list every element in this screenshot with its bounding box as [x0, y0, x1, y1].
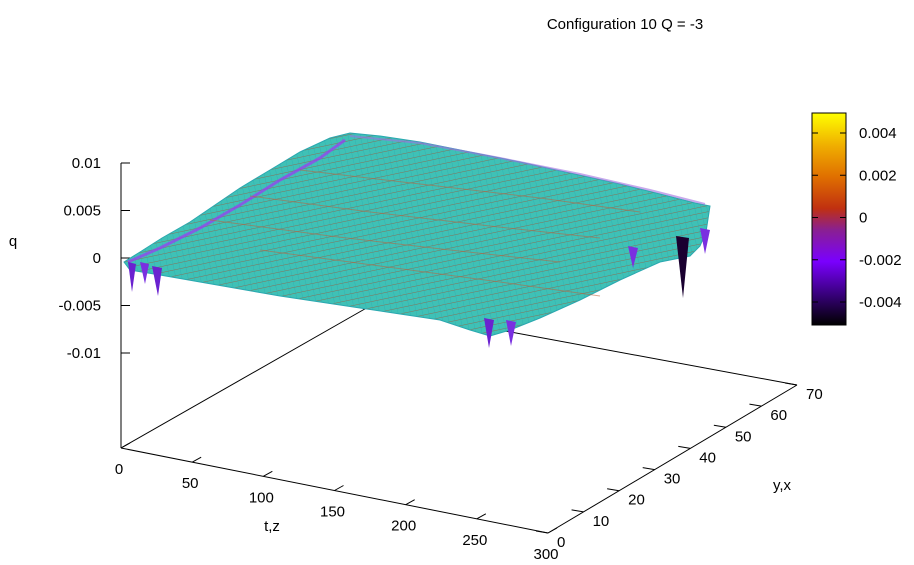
y-tick-label: 50 — [735, 428, 752, 445]
z-tick-label: -0.005 — [58, 298, 101, 315]
x-axis-label: t,z — [264, 518, 280, 535]
x-tick-mark — [547, 527, 558, 534]
y-tick-mark — [678, 445, 691, 449]
y-tick-label: 0 — [557, 534, 565, 551]
surface-ridge-back — [349, 135, 706, 205]
surface-dip-right-1 — [628, 246, 638, 268]
y-axis-label: y,x — [773, 477, 792, 494]
x-tick-label: 50 — [182, 475, 199, 492]
y-tick-mark — [571, 509, 584, 513]
y-tick-label: 40 — [699, 449, 716, 466]
x-tick-label: 200 — [391, 518, 416, 535]
surface-ridge-left — [127, 138, 346, 264]
z-tick-label: 0.01 — [72, 155, 101, 172]
surface-dip-right-3 — [700, 228, 710, 254]
y-tick-mark — [784, 382, 798, 386]
y-tick-label: 70 — [806, 386, 823, 403]
x-tick-mark — [405, 499, 415, 506]
surface-body — [123, 132, 711, 337]
colorbar-tick-label: 0.004 — [859, 125, 897, 142]
z-axis-label: q — [9, 233, 17, 250]
colorbar-ticks: 0.004 0.002 0 -0.002 -0.004 — [812, 125, 902, 311]
surface-dip-left-1 — [128, 262, 136, 292]
surface-mesh — [123, 132, 711, 348]
y-tick-mark — [642, 467, 655, 471]
surface-texture — [209, 169, 641, 297]
x-tick-label: 150 — [320, 504, 345, 521]
colorbar — [811, 112, 847, 326]
x-tick-mark — [476, 513, 487, 520]
z-tick-label: 0.005 — [63, 203, 101, 220]
x-tick-label: 250 — [462, 532, 487, 549]
x-tick-mark — [120, 442, 131, 449]
y-axis-ticks: 0 10 20 30 40 50 60 70 — [535, 382, 823, 551]
x-tick-mark — [334, 485, 344, 491]
colorbar-tick-label: 0 — [859, 210, 867, 227]
x-tick-label: 0 — [115, 461, 123, 478]
back-left-edge — [120, 305, 371, 449]
surface-dip-right-2 — [676, 236, 689, 298]
x-tick-label: 100 — [249, 489, 274, 506]
y-tick-label: 20 — [628, 492, 645, 509]
y-tick-label: 60 — [770, 407, 787, 424]
y-tick-label: 30 — [664, 471, 681, 488]
y-tick-label: 10 — [593, 513, 610, 530]
surface-dip-front-1 — [484, 318, 494, 348]
colorbar-tick-label: 0.002 — [859, 167, 897, 184]
y-tick-mark — [607, 488, 620, 492]
surface-dip-left-2 — [140, 262, 149, 284]
surface-dip-front-2 — [506, 320, 516, 346]
chart-title: Configuration 10 Q = -3 — [547, 16, 703, 33]
x-axis-ticks: 0 50 100 150 200 250 300 — [115, 442, 559, 563]
x-tick-label: 300 — [533, 546, 558, 563]
z-tick-label: 0 — [93, 250, 101, 267]
colorbar-tick-label: -0.004 — [859, 294, 902, 311]
x-tick-mark — [191, 456, 202, 463]
y-tick-mark — [535, 530, 549, 534]
colorbar-tick-label: -0.002 — [859, 252, 902, 269]
x-tick-mark — [263, 470, 273, 477]
z-tick-label: -0.01 — [67, 345, 101, 362]
z-axis-ticks: 0.01 0.005 0 -0.005 -0.01 — [58, 155, 130, 362]
y-axis-line — [547, 384, 798, 534]
y-tick-mark — [713, 424, 726, 428]
surface-dip-left-3 — [152, 266, 162, 296]
y-tick-mark — [749, 403, 762, 407]
